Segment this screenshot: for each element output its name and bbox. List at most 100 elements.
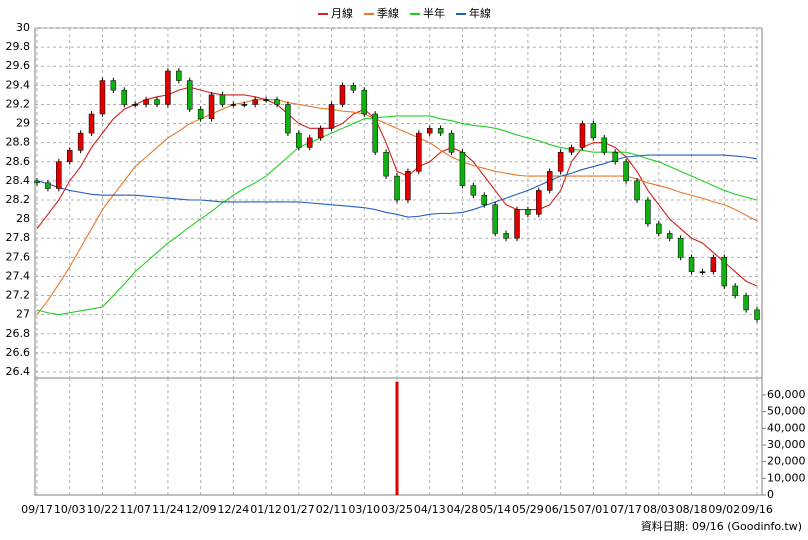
x-tick-label: 08/18 <box>676 503 708 516</box>
candle-body <box>492 204 498 234</box>
candle-body <box>470 185 477 196</box>
y-tick-label: 29.8 <box>6 40 31 53</box>
candle-body <box>383 151 389 177</box>
candle-body <box>699 271 706 273</box>
candle-body <box>666 233 673 239</box>
x-tick-label: 12/24 <box>218 503 250 516</box>
candle-body <box>263 99 269 101</box>
candle-body <box>45 182 51 189</box>
candle-body <box>656 223 662 234</box>
candle-body <box>426 128 433 134</box>
candle-body <box>252 99 258 105</box>
x-tick-label: 09/02 <box>708 503 740 516</box>
candle-body <box>219 94 226 105</box>
candle-body <box>394 175 400 201</box>
candle-body <box>88 113 95 134</box>
candle-body <box>306 137 313 148</box>
footer: 資料日期: 09/16 (Goodinfo.tw) <box>641 519 802 533</box>
candle-body <box>481 194 488 206</box>
legend-label: 季線 <box>377 6 399 20</box>
y-tick-label: 28.8 <box>6 136 31 149</box>
candle-body <box>197 108 204 120</box>
x-tick-label: 10/22 <box>87 503 119 516</box>
candle-body <box>677 237 684 258</box>
x-tick-label: 11/24 <box>152 503 184 516</box>
y-tick-label: 27.8 <box>6 231 31 244</box>
candle-body <box>634 180 640 201</box>
candle-body <box>514 209 520 239</box>
candle-body <box>557 151 564 172</box>
x-tick-label: 04/28 <box>447 503 479 516</box>
candle-body <box>372 113 378 153</box>
y-tick-label: 28 <box>16 212 30 225</box>
x-tick-label: 12/09 <box>185 503 217 516</box>
volume-tick-label: 40,000 <box>767 421 806 434</box>
candle-body <box>186 80 193 110</box>
candle-body <box>176 70 182 81</box>
x-tick-label: 03/25 <box>381 503 413 516</box>
candle-body <box>754 309 760 320</box>
x-tick-label: 04/13 <box>414 503 446 516</box>
x-tick-label: 06/15 <box>545 503 577 516</box>
candle-body <box>132 104 138 106</box>
volume-tick-label: 20,000 <box>767 455 806 468</box>
x-tick-label: 03/10 <box>348 503 380 516</box>
legend-label: 年線 <box>469 6 491 20</box>
y-tick-label: 29.6 <box>6 59 31 72</box>
x-tick-label: 09/16 <box>741 503 773 516</box>
x-tick-label: 07/17 <box>610 503 642 516</box>
x-tick-label: 01/12 <box>250 503 282 516</box>
candle-body <box>274 99 280 105</box>
y-tick-label: 29 <box>16 117 30 130</box>
y-tick-label: 27 <box>16 308 30 321</box>
candle-body <box>317 128 324 139</box>
candle-body <box>350 85 357 91</box>
y-tick-label: 26.6 <box>6 346 31 359</box>
x-tick-label: 05/14 <box>479 503 511 516</box>
candle-body <box>66 150 73 163</box>
ma-line <box>36 115 758 316</box>
candle-body <box>56 161 62 189</box>
candle-body <box>459 151 466 186</box>
candle-body <box>208 94 215 120</box>
candle-body <box>721 257 728 287</box>
x-tick-label: 09/17 <box>21 503 53 516</box>
candle-body <box>546 171 553 191</box>
candle-body <box>601 137 608 153</box>
x-tick-label: 01/27 <box>283 503 315 516</box>
candle-body <box>612 151 618 163</box>
volume-tick-label: 50,000 <box>767 405 806 418</box>
candle-body <box>503 233 509 239</box>
candle-body <box>339 85 346 105</box>
candle-body <box>579 123 586 148</box>
candle-body <box>121 89 128 105</box>
candle-body <box>590 123 597 139</box>
candle-body <box>77 132 84 151</box>
y-tick-label: 29.4 <box>6 78 31 91</box>
candle-body <box>416 132 422 172</box>
candle-body <box>732 285 738 296</box>
candle-body <box>34 180 40 184</box>
x-tick-label: 11/07 <box>119 503 151 516</box>
candle-body <box>361 89 368 115</box>
volume-bar <box>395 381 399 495</box>
candle-body <box>448 132 455 153</box>
y-tick-label: 29.2 <box>6 97 31 110</box>
candle-body <box>230 104 237 106</box>
x-tick-label: 05/29 <box>512 503 544 516</box>
candle-body <box>241 104 248 106</box>
y-tick-label: 27.4 <box>6 269 31 282</box>
x-tick-label: 02/11 <box>316 503 348 516</box>
candle-body <box>437 128 444 134</box>
legend-label: 半年 <box>423 6 445 20</box>
candle-body <box>165 70 171 105</box>
volume-tick-label: 10,000 <box>767 471 806 484</box>
volume-tick-label: 0 <box>767 488 774 501</box>
y-tick-label: 28.2 <box>6 193 31 206</box>
candle-body <box>296 132 302 148</box>
candle-body <box>405 171 411 201</box>
candle-body <box>328 104 335 129</box>
candle-body <box>568 147 575 153</box>
volume-tick-label: 30,000 <box>767 438 806 451</box>
x-tick-label: 07/01 <box>578 503 610 516</box>
